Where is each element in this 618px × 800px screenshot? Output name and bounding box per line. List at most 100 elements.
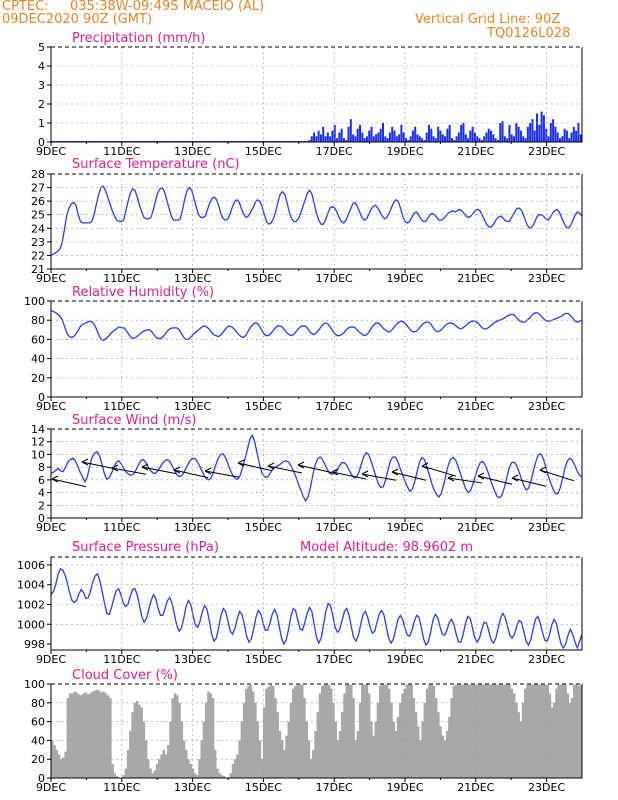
cloud-cover-bar	[75, 692, 79, 778]
x-tick-label: 19DEC	[386, 781, 423, 794]
x-tick-label: 21DEC	[457, 145, 494, 158]
cloud-cover-bar	[537, 684, 541, 778]
precip-bar	[361, 132, 364, 142]
cloud-cover-bar	[555, 688, 558, 778]
wind-arrow	[141, 466, 177, 475]
cloud-cover-bar	[374, 721, 378, 778]
precip-bar	[552, 119, 555, 142]
cloud-cover-bar	[233, 759, 237, 778]
wind-arrow	[511, 477, 547, 487]
cloud-cover-bar	[494, 684, 498, 778]
precip-bar	[430, 128, 433, 142]
precip-bar	[503, 136, 506, 142]
precip-bar	[409, 136, 412, 142]
x-tick-label: 13DEC	[174, 145, 211, 158]
panel-frame	[50, 173, 583, 270]
cloud-cover-bar	[202, 721, 206, 778]
chart-header: CPTEC: 035:38W-09:49S MACEIO (AL) 09DEC2…	[0, 0, 618, 44]
cloud-cover-bar	[135, 700, 139, 778]
y-tick-label: 20	[31, 372, 45, 385]
cloud-cover-bar	[62, 757, 65, 778]
y-tick-label: 60	[31, 716, 45, 729]
wind-arrow	[331, 471, 367, 480]
precip-bar	[336, 138, 339, 142]
precip-bar	[561, 136, 564, 142]
cloud-cover-bar	[104, 693, 108, 778]
x-tick-label: 11DEC	[103, 781, 140, 794]
cloud-cover-bar	[421, 721, 424, 778]
cloud-cover-bar	[399, 702, 402, 778]
cloud-cover-bar	[508, 684, 511, 778]
y-tick-label: 20	[31, 753, 45, 766]
precip-bar	[329, 136, 332, 142]
cloud-cover-bar	[410, 684, 413, 778]
date-label: 09DEC2020 90Z (GMT)	[2, 12, 153, 27]
x-tick-label: 9DEC	[36, 400, 66, 413]
precip-bar	[506, 138, 509, 142]
cloud-cover-bar	[303, 698, 306, 778]
cloud-cover-bar	[196, 775, 199, 778]
y-tick-label: 2	[38, 499, 45, 512]
panel-title: Surface Pressure (hPa)	[72, 540, 219, 555]
cloud-cover-bar	[577, 685, 581, 778]
x-tick-label: 21DEC	[457, 272, 494, 285]
y-tick-label: 28	[31, 168, 45, 181]
cloud-cover-bar	[236, 754, 239, 778]
precip-bar	[393, 130, 396, 142]
x-tick-label: 19DEC	[386, 653, 423, 666]
cloud-cover-bar	[459, 684, 462, 778]
cloud-cover-bar	[138, 704, 141, 778]
wind-arrow	[361, 473, 397, 481]
precip-bar	[359, 124, 362, 142]
precip-bar	[363, 138, 366, 142]
x-tick-label: 9DEC	[36, 272, 66, 285]
cloud-cover-bar	[387, 688, 391, 778]
precip-bar	[372, 136, 375, 142]
precip-bar	[490, 130, 493, 142]
y-tick-label: 27	[31, 182, 45, 195]
cloud-cover-bar	[245, 688, 248, 778]
cloud-cover-bar	[403, 688, 407, 778]
precip-bar	[480, 140, 483, 142]
cloud-cover-bar	[298, 684, 302, 778]
cloud-cover-bar	[193, 773, 197, 778]
y-tick-label: 2	[38, 98, 45, 111]
precip-bar	[416, 134, 419, 142]
cloud-cover-bar	[124, 768, 128, 778]
cloud-cover-bar	[443, 740, 447, 778]
x-tick-label: 13DEC	[174, 272, 211, 285]
cloud-cover-bar	[274, 698, 277, 778]
precip-bar	[545, 128, 548, 142]
cloud-cover-bar	[548, 693, 552, 778]
cloud-cover-bar	[229, 773, 233, 778]
cloud-cover-bar	[175, 695, 179, 778]
cloud-cover-bar	[454, 684, 458, 778]
cloud-cover-bar	[220, 775, 224, 778]
y-tick-label: 8	[38, 461, 45, 474]
precip-bar	[510, 134, 513, 142]
cloud-cover-bar	[66, 698, 70, 778]
cloud-cover-bar	[231, 763, 235, 778]
x-tick-label: 9DEC	[36, 521, 66, 534]
precip-bar	[575, 130, 578, 142]
grid-note-label: Vertical Grid Line: 90Z	[415, 12, 561, 27]
cloud-cover-bar	[519, 721, 523, 778]
cloud-cover-bar	[363, 684, 366, 778]
cloud-cover-bar	[300, 684, 304, 778]
cloud-cover-bar	[541, 684, 545, 778]
cloud-cover-bar	[155, 763, 159, 778]
wind-arrow-head	[297, 461, 305, 469]
cloud-cover-bar	[535, 684, 538, 778]
y-tick-label: 1006	[17, 559, 45, 572]
cloud-cover-bar	[546, 684, 549, 778]
cloud-cover-bar	[332, 702, 335, 778]
cloud-cover-bar	[111, 763, 114, 778]
precip-bar	[407, 140, 410, 142]
precip-bar	[473, 132, 476, 142]
cloud-cover-bar	[146, 759, 150, 778]
precip-bar	[515, 123, 518, 142]
cloud-cover-bar	[162, 749, 166, 778]
x-tick-label: 17DEC	[316, 781, 353, 794]
cloud-cover-bar	[345, 684, 349, 778]
cloud-cover-bar	[561, 684, 565, 778]
